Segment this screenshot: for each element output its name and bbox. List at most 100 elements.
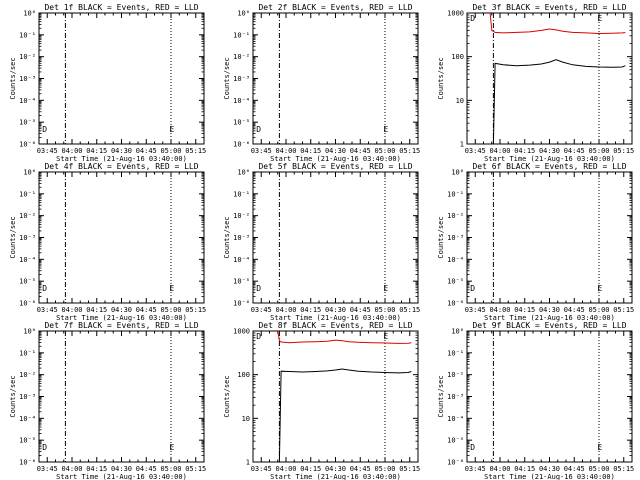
x-tick-label: 04:30 bbox=[539, 465, 560, 473]
x-axis-label: Start Time (21-Aug-16 03:40:00) bbox=[56, 314, 187, 322]
y-tick-label: 10⁰ bbox=[237, 10, 250, 18]
x-tick-label: 05:00 bbox=[374, 306, 395, 314]
panel-2: Det 2f BLACK = Events, RED = LLD 10⁰ 10⁻¹ 1… bbox=[223, 3, 420, 163]
event-rate-line bbox=[278, 368, 412, 463]
x-tick-label: 04:30 bbox=[325, 306, 346, 314]
x-tick-label: 04:00 bbox=[489, 147, 510, 155]
x-tick-label: 05:15 bbox=[399, 306, 420, 314]
y-tick-label: 10⁻⁴ bbox=[19, 415, 36, 423]
y-axis-label: Counts/sec bbox=[9, 57, 17, 99]
y-tick-label: 10⁻⁴ bbox=[447, 415, 464, 423]
y-tick-label: 10⁻³ bbox=[233, 234, 250, 242]
y-tick-label: 10⁻² bbox=[447, 371, 464, 379]
x-tick-label: 03:45 bbox=[251, 465, 272, 473]
y-tick-label: 10⁻¹ bbox=[19, 31, 36, 39]
x-tick-label: 04:00 bbox=[61, 306, 82, 314]
panel-title: Det 9f BLACK = Events, RED = LLD bbox=[472, 321, 626, 330]
y-tick-label: 10⁻⁴ bbox=[447, 256, 464, 264]
y-tick-label: 10⁻² bbox=[233, 212, 250, 220]
x-axis-label: Start Time (21-Aug-16 03:40:00) bbox=[484, 314, 615, 322]
x-tick-label: 05:15 bbox=[613, 465, 634, 473]
marker-d: D bbox=[42, 284, 47, 293]
plot-frame bbox=[38, 171, 205, 304]
panel-title: Det 8f BLACK = Events, RED = LLD bbox=[258, 321, 412, 330]
y-tick-label: 10⁻⁴ bbox=[233, 256, 250, 264]
y-tick-label: 10 bbox=[456, 97, 464, 105]
y-axis-label: Counts/sec bbox=[223, 216, 231, 258]
marker-e: E bbox=[169, 284, 174, 293]
event-rate-line bbox=[492, 59, 626, 145]
x-tick-label: 05:15 bbox=[399, 147, 420, 155]
x-tick-label: 04:15 bbox=[514, 306, 535, 314]
y-tick-label: 10⁻⁶ bbox=[233, 300, 250, 308]
x-tick-label: 04:15 bbox=[300, 147, 321, 155]
lld-rate-line bbox=[277, 330, 412, 344]
x-axis-label: Start Time (21-Aug-16 03:40:00) bbox=[56, 473, 187, 480]
x-tick-label: 03:45 bbox=[465, 306, 486, 314]
y-tick-label: 10⁻⁵ bbox=[233, 278, 250, 286]
x-tick-label: 03:45 bbox=[465, 147, 486, 155]
x-tick-label: 04:00 bbox=[275, 306, 296, 314]
marker-d: D bbox=[256, 125, 261, 134]
y-tick-label: 100 bbox=[451, 53, 464, 61]
panel-title: Det 7f BLACK = Events, RED = LLD bbox=[44, 321, 198, 330]
x-tick-label: 04:30 bbox=[111, 147, 132, 155]
panel-title: Det 6f BLACK = Events, RED = LLD bbox=[472, 162, 626, 171]
y-axis-label: Counts/sec bbox=[437, 216, 445, 258]
x-tick-label: 05:00 bbox=[374, 147, 395, 155]
y-tick-label: 10⁰ bbox=[237, 169, 250, 177]
y-tick-label: 10⁻² bbox=[19, 212, 36, 220]
marker-e: E bbox=[597, 443, 602, 452]
lld-rate-line bbox=[489, 12, 626, 35]
x-tick-label: 04:45 bbox=[564, 147, 585, 155]
marker-d: D bbox=[470, 284, 475, 293]
y-tick-label: 10⁻¹ bbox=[19, 190, 36, 198]
y-tick-label: 10⁻² bbox=[19, 371, 36, 379]
plot-frame bbox=[252, 12, 419, 145]
x-tick-label: 04:15 bbox=[514, 147, 535, 155]
x-axis-label: Start Time (21-Aug-16 03:40:00) bbox=[484, 155, 615, 163]
y-tick-label: 10⁻³ bbox=[19, 75, 36, 83]
y-tick-label: 10⁻¹ bbox=[233, 31, 250, 39]
y-tick-label: 10⁻⁶ bbox=[19, 141, 36, 149]
y-axis-label: Counts/sec bbox=[223, 375, 231, 417]
x-tick-label: 05:00 bbox=[160, 465, 181, 473]
marker-e: E bbox=[169, 443, 174, 452]
y-tick-label: 10⁻⁵ bbox=[447, 437, 464, 445]
y-tick-label: 1 bbox=[460, 141, 464, 149]
x-tick-label: 04:15 bbox=[300, 465, 321, 473]
panel-9: Det 9f BLACK = Events, RED = LLD 10⁰ 10⁻¹ 1… bbox=[437, 321, 634, 480]
x-tick-label: 03:45 bbox=[251, 306, 272, 314]
x-tick-label: 04:30 bbox=[539, 147, 560, 155]
x-axis-label: Start Time (21-Aug-16 03:40:00) bbox=[270, 155, 401, 163]
x-tick-label: 04:30 bbox=[111, 306, 132, 314]
y-axis-label: Counts/sec bbox=[437, 375, 445, 417]
x-tick-label: 04:45 bbox=[350, 147, 371, 155]
y-tick-label: 10⁻⁶ bbox=[19, 459, 36, 467]
panel-6: Det 6f BLACK = Events, RED = LLD 10⁰ 10⁻¹ 1… bbox=[437, 162, 634, 322]
x-tick-label: 04:45 bbox=[350, 306, 371, 314]
marker-d: D bbox=[256, 332, 261, 341]
y-tick-label: 10⁻³ bbox=[19, 234, 36, 242]
plot-frame bbox=[38, 330, 205, 463]
x-tick-label: 04:45 bbox=[136, 147, 157, 155]
marker-e: E bbox=[383, 332, 388, 341]
y-tick-label: 10⁻³ bbox=[233, 75, 250, 83]
marker-d: D bbox=[42, 125, 47, 134]
y-tick-label: 10⁰ bbox=[23, 10, 36, 18]
x-tick-label: 05:15 bbox=[613, 306, 634, 314]
x-tick-label: 05:15 bbox=[613, 147, 634, 155]
x-tick-label: 05:00 bbox=[160, 147, 181, 155]
y-tick-label: 10⁻⁵ bbox=[447, 278, 464, 286]
plot-frame bbox=[252, 171, 419, 304]
y-tick-label: 10⁻⁴ bbox=[233, 97, 250, 105]
x-tick-label: 04:45 bbox=[136, 306, 157, 314]
y-tick-label: 10⁻⁶ bbox=[233, 141, 250, 149]
x-tick-label: 04:45 bbox=[136, 465, 157, 473]
y-tick-label: 100 bbox=[237, 371, 250, 379]
x-tick-label: 05:15 bbox=[185, 465, 206, 473]
y-tick-label: 10⁻² bbox=[19, 53, 36, 61]
x-tick-label: 04:15 bbox=[514, 465, 535, 473]
panel-7: Det 7f BLACK = Events, RED = LLD 10⁰ 10⁻¹ 1… bbox=[9, 321, 206, 480]
x-tick-label: 04:15 bbox=[300, 306, 321, 314]
